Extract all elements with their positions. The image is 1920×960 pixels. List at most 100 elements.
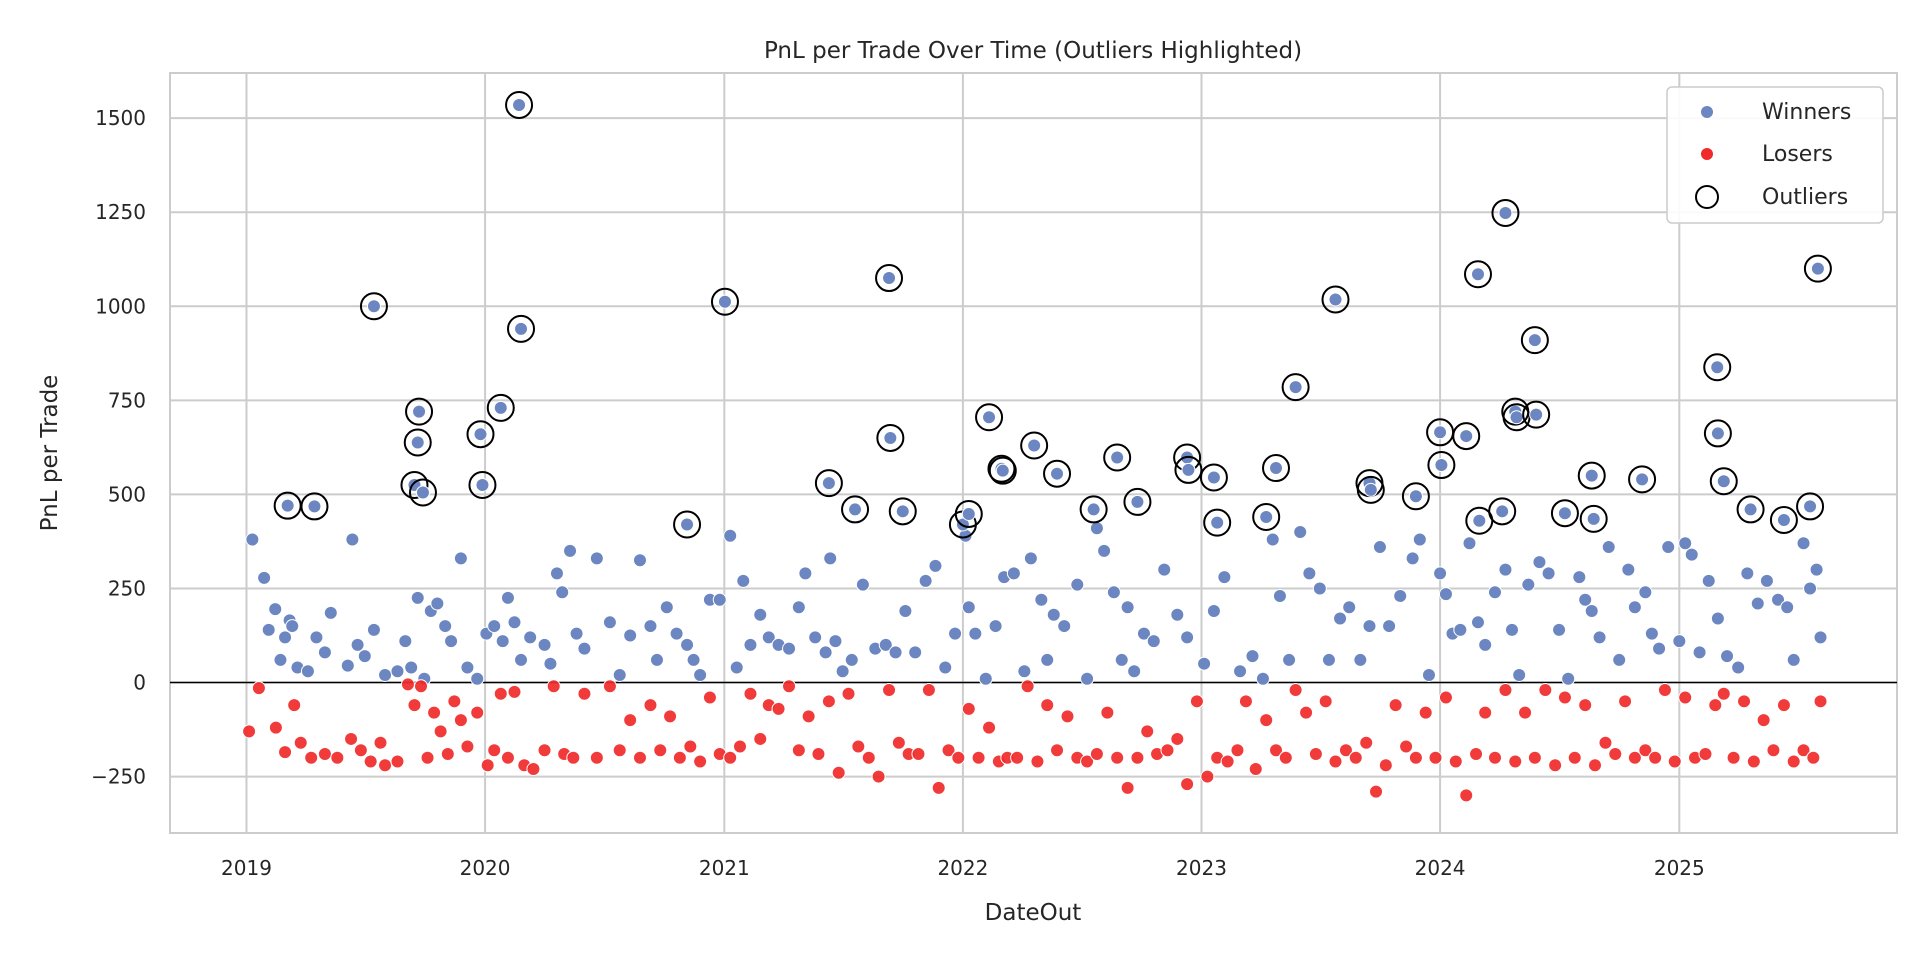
winner-point xyxy=(855,577,870,592)
outlier-point xyxy=(512,97,527,112)
outlier-point xyxy=(1495,504,1510,519)
outlier-ring xyxy=(1427,451,1456,480)
outlier-ring xyxy=(1079,495,1108,524)
winner-point xyxy=(345,532,360,547)
winner-point xyxy=(844,652,859,667)
loser-point xyxy=(1020,679,1035,694)
outlier-point xyxy=(995,463,1010,478)
loser-point xyxy=(753,731,768,746)
winner-point xyxy=(245,532,260,547)
winner-point xyxy=(828,634,843,649)
outlier-point xyxy=(412,404,427,419)
outlier-ring xyxy=(1174,455,1203,484)
outlier-point xyxy=(514,321,529,336)
winner-point xyxy=(300,664,315,679)
outlier-point xyxy=(883,430,898,445)
winner-point xyxy=(1265,532,1280,547)
winner-point xyxy=(1601,540,1616,555)
outlier-point xyxy=(1776,512,1791,527)
winner-point xyxy=(410,590,425,605)
loser-point xyxy=(982,720,997,735)
outlier-ring xyxy=(1043,459,1072,488)
outlier-point xyxy=(1710,360,1725,375)
loser-point xyxy=(1359,735,1374,750)
winner-point xyxy=(1272,588,1287,603)
loser-point xyxy=(791,743,806,758)
loser-point xyxy=(1548,758,1563,773)
legend-losers-label: Losers xyxy=(1762,142,1833,167)
loser-point xyxy=(353,743,368,758)
winner-point xyxy=(1780,600,1795,615)
outlier-point xyxy=(1498,205,1513,220)
outlier-point xyxy=(493,400,508,415)
loser-point xyxy=(447,694,462,709)
outlier-point xyxy=(680,517,695,532)
winner-point xyxy=(1017,664,1032,679)
winner-point xyxy=(1217,570,1232,585)
winner-point xyxy=(1578,592,1593,607)
winner-point xyxy=(1372,540,1387,555)
outlier-point xyxy=(1586,511,1601,526)
loser-point xyxy=(278,745,293,760)
outlier-point xyxy=(410,435,425,450)
loser-point xyxy=(1786,754,1801,769)
loser-point xyxy=(1487,750,1502,765)
winner-point xyxy=(798,566,813,581)
loser-point xyxy=(1278,750,1293,765)
winner-point xyxy=(1521,577,1536,592)
winner-point xyxy=(1057,619,1072,634)
winner-point xyxy=(1080,671,1095,686)
outlier-ring xyxy=(1203,508,1232,537)
outliers-series xyxy=(273,90,1832,539)
loser-point xyxy=(1140,724,1155,739)
winner-point xyxy=(390,664,405,679)
winner-point xyxy=(470,671,485,686)
outlier-point xyxy=(280,498,295,513)
losers-series xyxy=(242,677,1828,803)
winner-point xyxy=(686,652,701,667)
loser-point xyxy=(961,701,976,716)
loser-point xyxy=(1259,713,1274,728)
outlier-point xyxy=(1459,429,1474,444)
winner-point xyxy=(888,645,903,660)
winner-point xyxy=(753,607,768,622)
loser-point xyxy=(1648,750,1663,765)
outlier-ring xyxy=(710,287,739,316)
outlier-point xyxy=(1259,509,1274,524)
loser-point xyxy=(1756,713,1771,728)
outlier-point xyxy=(1584,468,1599,483)
winner-point xyxy=(1684,547,1699,562)
winner-point xyxy=(537,637,552,652)
outlier-ring xyxy=(1769,505,1798,534)
outlier-ring xyxy=(400,470,429,499)
loser-point xyxy=(460,739,475,754)
winner-point xyxy=(1470,615,1485,630)
winner-point xyxy=(1644,626,1659,641)
legend-outliers-marker xyxy=(1695,185,1719,209)
winner-point xyxy=(495,634,510,649)
winner-point xyxy=(643,619,658,634)
loser-point xyxy=(433,724,448,739)
outlier-ring xyxy=(1252,502,1281,531)
loser-point xyxy=(1726,750,1741,765)
loser-point xyxy=(304,750,319,765)
winner-point xyxy=(378,667,393,682)
legend-winners-label: Winners xyxy=(1762,100,1851,125)
x-tick-label: 2019 xyxy=(221,856,272,880)
winner-point xyxy=(1612,652,1627,667)
loser-point xyxy=(1318,694,1333,709)
winner-point xyxy=(1692,645,1707,660)
loser-point xyxy=(851,739,866,754)
outlier-ring xyxy=(876,423,905,452)
winner-point xyxy=(261,622,276,637)
x-tick-label: 2020 xyxy=(460,856,511,880)
loser-point xyxy=(602,679,617,694)
loser-point xyxy=(1189,694,1204,709)
loser-point xyxy=(931,780,946,795)
loser-point xyxy=(782,679,797,694)
loser-point xyxy=(841,686,856,701)
loser-point xyxy=(1438,690,1453,705)
loser-point xyxy=(1388,698,1403,713)
winner-point xyxy=(1584,604,1599,619)
loser-point xyxy=(1170,731,1185,746)
